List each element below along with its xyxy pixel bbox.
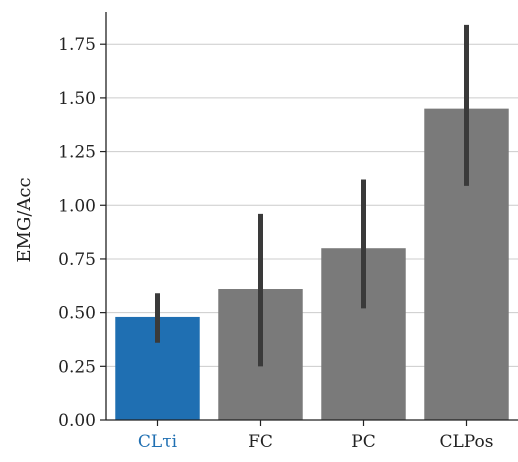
axes xyxy=(100,12,518,426)
y-tick-label: 0.50 xyxy=(58,304,96,324)
x-tick-label: FC xyxy=(248,432,273,452)
grid-lines xyxy=(106,43,518,367)
x-tick-label: CLτi xyxy=(138,432,178,452)
bars xyxy=(115,108,509,420)
x-tick-labels: CLτi FC PC CLPos xyxy=(138,432,494,452)
y-tick-label: 1.75 xyxy=(58,35,96,55)
x-tick-label: PC xyxy=(351,432,375,452)
y-tick-label: 1.25 xyxy=(58,143,96,163)
y-axis-label: EMG/Acc xyxy=(14,177,35,262)
y-tick-label: 0.75 xyxy=(58,250,96,270)
y-tick-label: 1.50 xyxy=(58,89,96,109)
y-tick-labels: 0.00 0.25 0.50 0.75 1.00 1.25 1.50 1.75 xyxy=(58,35,96,431)
y-tick-label: 0.00 xyxy=(58,411,96,431)
y-tick-label: 1.00 xyxy=(58,196,96,216)
y-tick-label: 0.25 xyxy=(58,357,96,377)
x-tick-label: CLPos xyxy=(439,432,493,452)
error-bars xyxy=(155,24,469,367)
